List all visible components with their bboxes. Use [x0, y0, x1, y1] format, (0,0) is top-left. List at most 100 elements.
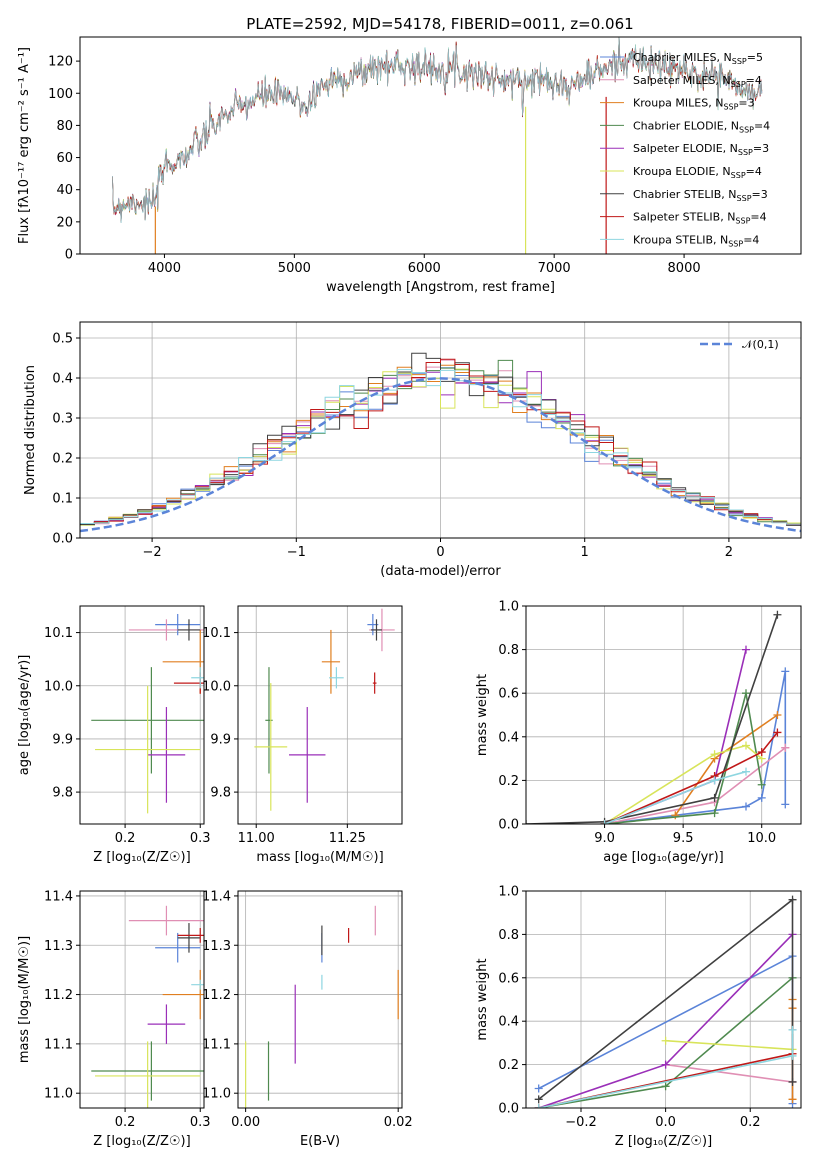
y-axis-label: mass weight	[475, 958, 490, 1040]
legend-label: Chabrier ELODIE, NSSP=4	[633, 119, 770, 134]
y-tick-label: 0.4	[498, 730, 519, 745]
y-tick-label: 0	[65, 248, 73, 263]
y-tick-label: 0.0	[498, 818, 519, 833]
weight-marker	[773, 610, 782, 619]
legend-subscript: SSP	[732, 57, 747, 66]
y-tick-label: 11.4	[202, 889, 231, 904]
legend-subscript: SSP	[723, 103, 738, 112]
x-tick-label: −0.2	[565, 1115, 597, 1130]
plot-area-Z-mass	[91, 905, 204, 1108]
normal-curve	[80, 377, 801, 533]
legend-subscript: SSP	[731, 171, 746, 180]
axes-frame	[79, 605, 205, 825]
weight-marker	[781, 743, 790, 752]
weight-marker	[773, 728, 782, 737]
y-tick-label: 10.1	[44, 626, 73, 641]
axes-frame	[237, 605, 403, 825]
y-tick-label: 20	[56, 215, 73, 230]
weight-line-salpeter-miles	[665, 1029, 794, 1083]
x-tick-label: 8000	[668, 261, 701, 276]
weight-marker	[534, 1084, 543, 1093]
y-tick-label: 11.1	[44, 1037, 73, 1052]
y-tick-label: 10.1	[202, 626, 231, 641]
x-tick-label: 0.2	[115, 1115, 136, 1130]
y-tick-label: 11.0	[202, 1087, 231, 1102]
plot-area-spectrum	[112, 37, 763, 254]
x-tick-label: 0	[436, 545, 444, 560]
y-tick-label: 120	[48, 55, 73, 70]
x-tick-label: 0.00	[231, 1115, 260, 1130]
legend-count: =4	[743, 233, 759, 246]
panel-mass-age: 11.00 11.25 9.8 9.9 10.0 10.1 mass [log₁₀(M/M☉…	[202, 605, 403, 865]
legend-count: =4	[750, 211, 766, 224]
weight-marker	[788, 1025, 797, 1034]
y-tick-label: 0.4	[52, 372, 73, 387]
x-axis-label: mass [log₁₀(M/M☉)]	[256, 850, 383, 865]
panel-residuals: −2 −1 0 1 2 0.0 0.1 0.2 0.3 0.4 0.5 (data-model)/er…	[23, 321, 802, 579]
y-tick-label: 11.3	[202, 939, 231, 954]
x-tick-label: 11.00	[238, 831, 275, 846]
weight-marker	[742, 767, 750, 776]
x-axis-label: E(B-V)	[300, 1134, 340, 1149]
legend-label: Salpeter STELIB, NSSP=4	[633, 211, 767, 226]
x-axis-label: Z [log₁₀(Z/Z☉)]	[615, 1134, 712, 1149]
y-tick-label: 0.6	[498, 971, 519, 986]
y-tick-label: 11.4	[44, 889, 73, 904]
plot-area-EBV-mass	[245, 905, 399, 1108]
x-tick-label: 0.02	[384, 1115, 413, 1130]
weight-line-kroupa-elodie	[665, 1039, 793, 1051]
panel-spectrum: 4000 5000 6000 7000 8000 0 20 40 60 80 100 120 wavel…	[17, 36, 802, 295]
weight-marker	[773, 711, 782, 719]
x-tick-label: 0.3	[190, 1115, 211, 1130]
y-axis-label: age [log₁₀(age/yr)]	[17, 655, 32, 776]
weight-marker	[661, 1060, 670, 1069]
x-tick-label: 5000	[278, 261, 311, 276]
y-tick-label: 0.8	[498, 928, 519, 943]
weight-marker	[742, 645, 750, 654]
plot-area-residuals	[80, 352, 801, 533]
y-axis-label: Flux [fλ10⁻¹⁷ erg cm⁻² s⁻¹ A⁻¹]	[17, 47, 32, 244]
legend-label: Salpeter MILES, NSSP=4	[633, 74, 762, 89]
legend-count: =3	[738, 97, 754, 110]
figure-title: PLATE=2592, MJD=54178, FIBERID=0011, z=0…	[246, 15, 633, 33]
legend-count: =5	[747, 51, 763, 64]
weight-marker	[788, 1051, 797, 1060]
legend-subscript: SSP	[735, 217, 750, 226]
panel-age-weight: 9.0 9.5 10.0 0.0 0.2 0.4 0.6 0.8 1.0 age [log₁₀(a…	[475, 600, 802, 865]
weight-marker	[742, 802, 750, 811]
y-tick-label: 10.0	[44, 679, 73, 694]
weight-marker	[710, 793, 719, 802]
y-tick-label: 11.3	[44, 939, 73, 954]
weight-marker	[661, 1036, 670, 1045]
y-tick-label: 11.2	[202, 988, 231, 1003]
x-tick-label: 4000	[148, 261, 181, 276]
y-tick-label: 0.0	[52, 532, 73, 547]
y-tick-label: 0.3	[52, 412, 73, 427]
weight-marker	[671, 811, 680, 820]
legend-subscript: SSP	[738, 148, 753, 157]
plot-area-mass-age	[254, 608, 395, 811]
panel-Z-weight: −0.2 0.0 0.2 0.0 0.2 0.4 0.6 0.8 1.0 Z [log₁₀(Z/Z…	[475, 885, 802, 1149]
x-tick-label: 11.25	[329, 831, 366, 846]
legend-label: Kroupa ELODIE, NSSP=4	[633, 165, 762, 180]
legend-subscript: SSP	[737, 194, 752, 203]
weight-marker	[710, 809, 719, 818]
plot-area-Z-weight	[534, 895, 797, 1108]
y-tick-label: 11.1	[202, 1037, 231, 1052]
legend-subscript: SSP	[728, 239, 743, 248]
axes-frame	[525, 605, 802, 825]
x-axis-label: wavelength [Angstrom, rest frame]	[326, 280, 555, 295]
weight-marker	[788, 1077, 797, 1086]
y-tick-label: 100	[48, 87, 73, 102]
legend-count: =3	[752, 188, 768, 201]
x-axis-label: Z [log₁₀(Z/Z☉)]	[93, 850, 190, 865]
spectrum-line-kroupa-stelib	[112, 37, 763, 223]
y-tick-label: 1.0	[498, 885, 519, 900]
x-axis-label: age [log₁₀(age/yr)]	[603, 850, 724, 865]
legend-count: =3	[753, 142, 769, 155]
y-tick-label: 0.1	[52, 492, 73, 507]
x-tick-label: 9.5	[673, 831, 694, 846]
y-tick-label: 11.0	[44, 1087, 73, 1102]
weight-line-chabrier-miles	[604, 671, 787, 824]
x-tick-label: −2	[143, 545, 162, 560]
